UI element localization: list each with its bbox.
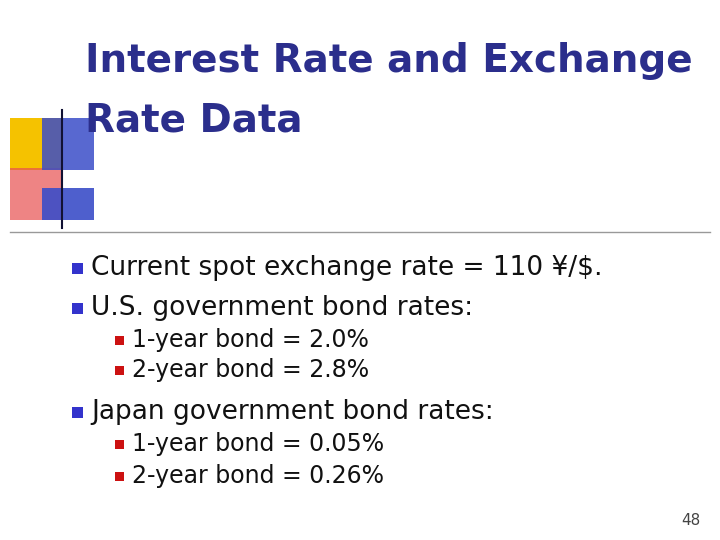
Bar bbox=[42, 188, 94, 220]
Text: Rate Data: Rate Data bbox=[85, 102, 302, 140]
Bar bbox=[72, 302, 83, 314]
Bar bbox=[10, 118, 62, 170]
Bar bbox=[115, 335, 124, 345]
Bar bbox=[115, 440, 124, 449]
Bar bbox=[42, 118, 94, 170]
Bar bbox=[72, 407, 83, 417]
Text: U.S. government bond rates:: U.S. government bond rates: bbox=[91, 295, 473, 321]
Text: 2-year bond = 0.26%: 2-year bond = 0.26% bbox=[132, 464, 384, 488]
Text: Japan government bond rates:: Japan government bond rates: bbox=[91, 399, 494, 425]
Bar bbox=[115, 366, 124, 375]
Text: 1-year bond = 2.0%: 1-year bond = 2.0% bbox=[132, 328, 369, 352]
Text: 48: 48 bbox=[680, 513, 700, 528]
Text: 2-year bond = 2.8%: 2-year bond = 2.8% bbox=[132, 358, 369, 382]
Bar bbox=[72, 262, 83, 273]
Text: 1-year bond = 0.05%: 1-year bond = 0.05% bbox=[132, 432, 384, 456]
Bar bbox=[115, 471, 124, 481]
Text: Interest Rate and Exchange: Interest Rate and Exchange bbox=[85, 42, 693, 80]
Text: Current spot exchange rate = 110 ¥/$.: Current spot exchange rate = 110 ¥/$. bbox=[91, 255, 603, 281]
Bar bbox=[10, 168, 62, 220]
